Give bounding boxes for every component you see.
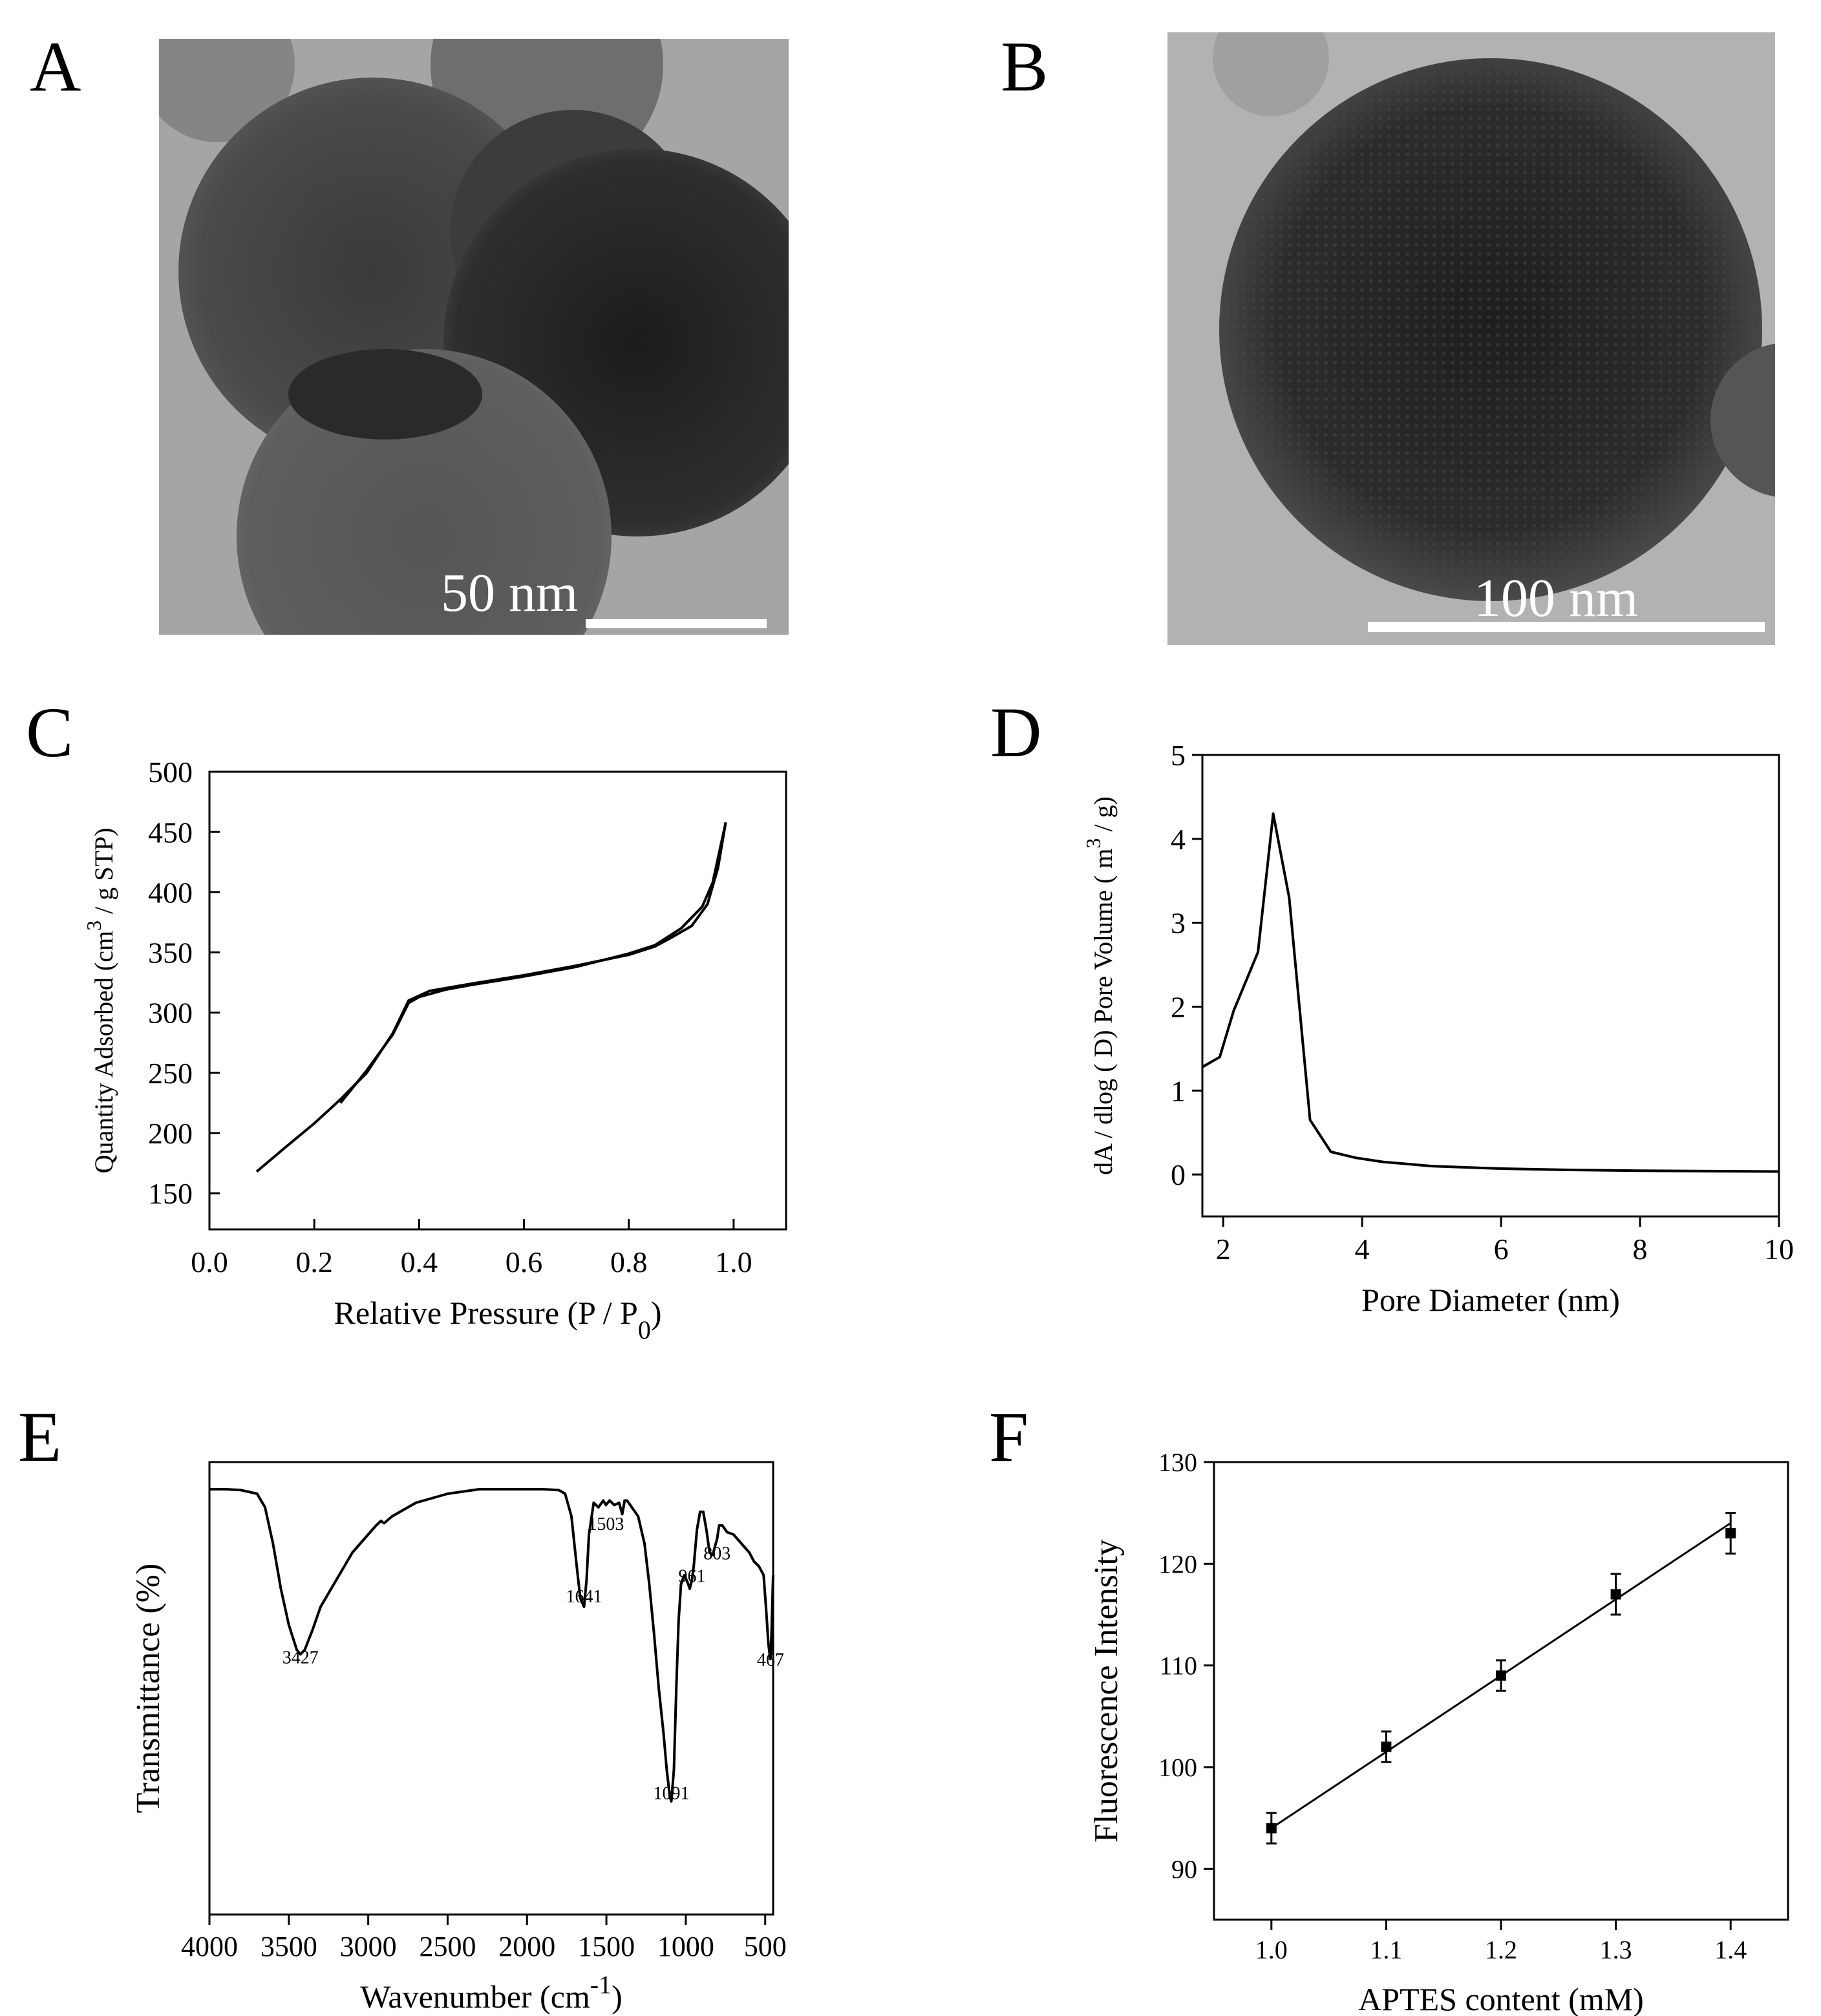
y-tick-label: 0 [1171, 1158, 1186, 1191]
x-tick-label: 3000 [340, 1931, 397, 1962]
x-tick-label: 500 [744, 1931, 787, 1962]
tem-image-b: 100 nm [1167, 32, 1775, 645]
y-tick-label: 250 [148, 1057, 193, 1090]
panel-letter-f: F [989, 1397, 1029, 1476]
panel-letter-c: C [26, 693, 74, 772]
x-axis-label: Relative Pressure (P / P0) [334, 1295, 662, 1344]
x-tick-label: 1.0 [715, 1246, 752, 1279]
x-tick-label: 2 [1216, 1233, 1231, 1266]
y-tick-label: 200 [148, 1117, 193, 1150]
chart-e: 4000 3500 3000 2500 2000 1500 1000 500 Wavenumbe… [130, 1461, 787, 2015]
peak-label-803: 803 [703, 1544, 730, 1564]
x-tick-label: 0.2 [295, 1246, 333, 1279]
peak-label-3427: 3427 [282, 1648, 319, 1668]
peak-label-1091: 1091 [654, 1784, 690, 1804]
scale-bar-b [1368, 622, 1765, 632]
x-tick-label: 4000 [181, 1931, 238, 1962]
scale-bar-a [586, 619, 767, 628]
x-axis-label: Pore Diameter (nm) [1361, 1282, 1620, 1318]
y-tick-label: 150 [148, 1177, 193, 1210]
y-tick-label: 5 [1171, 739, 1186, 772]
data-point [1496, 1670, 1506, 1681]
chart-d: 2 4 6 8 10 0 1 2 3 4 5 Pore Diameter (nm) dA / dlog … [1081, 739, 1794, 1318]
data-point [1610, 1589, 1621, 1600]
x-tick-label: 0.6 [506, 1246, 543, 1279]
x-tick-label: 1.4 [1714, 1935, 1747, 1964]
panel-letter-a: A [30, 27, 81, 106]
y-tick-label: 500 [148, 756, 193, 789]
x-tick-label: 0.0 [191, 1246, 228, 1279]
y-axis-label: dA / dlog ( D) Pore Volume ( m3 / g) [1081, 796, 1118, 1175]
x-tick-label: 1500 [578, 1931, 635, 1962]
y-tick-label: 450 [148, 816, 193, 849]
panel-letter-e: E [18, 1397, 62, 1476]
y-tick-label: 400 [148, 876, 193, 909]
y-tick-label: 4 [1171, 823, 1186, 856]
x-tick-label: 2500 [419, 1931, 476, 1962]
y-tick-label: 120 [1158, 1549, 1197, 1578]
y-tick-label: 1 [1171, 1074, 1186, 1107]
x-tick-label: 1000 [657, 1931, 714, 1962]
peak-label-961: 961 [678, 1567, 705, 1587]
data-point [1381, 1741, 1392, 1752]
series-line-1 [1201, 812, 1780, 1173]
chart-f: 1.0 1.1 1.2 1.3 1.4 90 100 110 120 130 APTES conte… [1088, 1448, 1789, 2016]
scale-bar-label-b: 100 nm [1474, 568, 1639, 628]
x-tick-label: 0.4 [401, 1246, 438, 1279]
x-tick-label: 10 [1764, 1233, 1794, 1266]
x-tick-label: 0.8 [610, 1246, 648, 1279]
tem-image-a: 50 nm [159, 39, 789, 635]
chart-c: 0.0 0.2 0.4 0.6 0.8 1.0 150 200 250 300 350 400 450 5… [82, 756, 787, 1344]
x-tick-label: 1.2 [1485, 1935, 1517, 1964]
plot-frame [208, 770, 787, 1231]
series-line-1 [255, 822, 727, 1173]
x-tick-label: 1.3 [1600, 1935, 1632, 1964]
x-tick-label: 8 [1633, 1233, 1648, 1266]
y-tick-label: 2 [1171, 991, 1186, 1024]
series-line-1 [209, 1488, 774, 1803]
x-tick-label: 1.1 [1370, 1935, 1402, 1964]
plot-frame [1201, 754, 1780, 1218]
data-point [1266, 1823, 1277, 1834]
y-tick-label: 100 [1158, 1753, 1197, 1782]
scale-bar-label-a: 50 nm [441, 563, 579, 623]
y-tick-label: 110 [1159, 1651, 1197, 1681]
y-tick-label: 300 [148, 997, 193, 1030]
x-tick-label: 1.0 [1255, 1935, 1288, 1964]
y-tick-label: 3 [1171, 907, 1186, 940]
x-tick-label: 2000 [498, 1931, 555, 1962]
y-tick-label: 350 [148, 937, 193, 970]
series-line-2 [339, 822, 727, 1104]
y-axis-label: Fluorescence Intensity [1088, 1539, 1125, 1842]
y-axis-label: Transmittance (%) [130, 1564, 167, 1814]
x-axis-label: APTES content (mM) [1358, 1981, 1644, 2016]
peak-label-1641: 1641 [566, 1587, 602, 1607]
x-axis-label: Wavenumber (cm-1) [360, 1970, 623, 2015]
peak-label-1503: 1503 [588, 1514, 624, 1534]
plot-frame [208, 1461, 774, 1916]
x-tick-label: 4 [1355, 1233, 1370, 1266]
panel-letter-d: D [990, 693, 1042, 772]
peak-label-467: 467 [757, 1650, 784, 1670]
panel-letter-b: B [1001, 27, 1049, 106]
x-tick-label: 3500 [261, 1931, 317, 1962]
x-tick-label: 6 [1494, 1233, 1509, 1266]
y-tick-label: 130 [1158, 1448, 1197, 1477]
data-point [1725, 1528, 1736, 1539]
y-tick-label: 90 [1171, 1854, 1197, 1883]
y-axis-label: Quantity Adsorbed (cm3 / g STP) [82, 828, 118, 1174]
